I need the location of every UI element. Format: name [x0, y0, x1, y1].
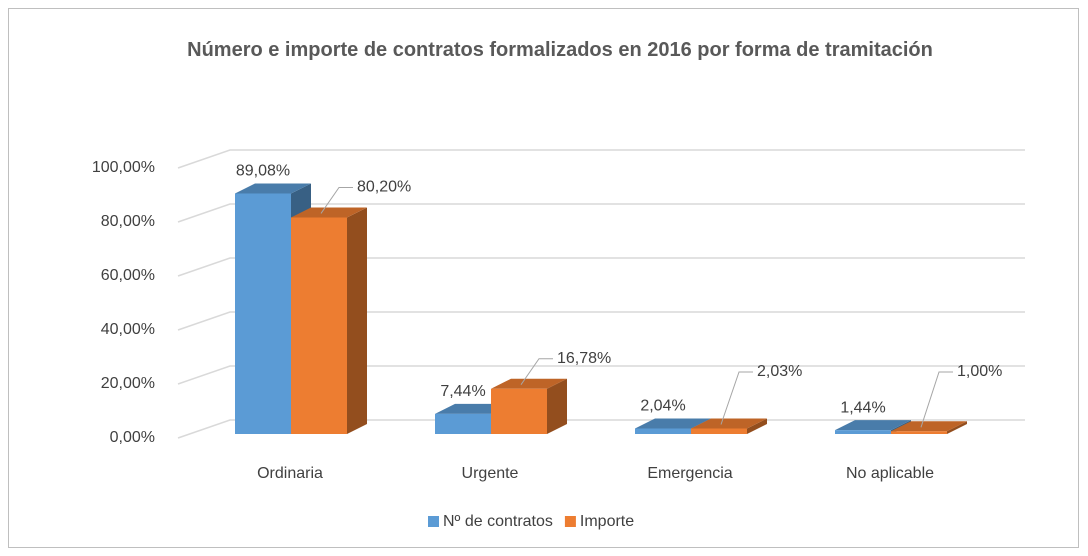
x-tick-label: No aplicable	[846, 465, 934, 482]
y-tick-label: 0,00%	[110, 429, 155, 446]
bar-top	[235, 183, 311, 194]
bar-side	[947, 421, 967, 434]
grid-line	[177, 203, 1025, 223]
bar-top	[635, 418, 711, 429]
bar-top	[691, 418, 767, 429]
bar	[891, 421, 967, 434]
bar-side	[547, 378, 567, 434]
data-label: 80,20%	[357, 179, 411, 196]
bar-top	[891, 421, 967, 432]
grid-line	[177, 311, 1025, 331]
y-tick-label: 100,00%	[92, 159, 155, 176]
y-tick-label: 60,00%	[101, 267, 155, 284]
y-tick-label: 80,00%	[101, 213, 155, 230]
legend-label: Nº de contratos	[443, 513, 553, 530]
bar	[691, 418, 767, 434]
legend-label: Importe	[580, 513, 634, 530]
x-tick-label: Ordinaria	[257, 465, 323, 482]
bar-top	[835, 420, 911, 431]
grid-line	[177, 257, 1025, 277]
bar-front	[491, 388, 547, 434]
bar-front	[635, 428, 691, 434]
legend-swatch	[564, 516, 576, 527]
chart-title: Número e importe de contratos formalizad…	[187, 39, 933, 61]
bar-side	[347, 207, 367, 434]
chart-border	[8, 8, 1079, 548]
leader-line	[320, 186, 353, 214]
bar-front	[691, 428, 747, 434]
y-tick-label: 40,00%	[101, 321, 155, 338]
leader-line	[720, 371, 753, 425]
data-label: 7,44%	[440, 383, 485, 400]
bar-front	[235, 193, 291, 434]
data-label: 89,08%	[236, 163, 290, 180]
y-tick-label: 20,00%	[101, 375, 155, 392]
legend-swatch	[428, 516, 439, 527]
bar	[491, 378, 567, 434]
data-label: 1,44%	[840, 399, 885, 416]
bar-front	[435, 413, 491, 434]
leader-line	[520, 358, 553, 385]
bar-front	[835, 430, 891, 434]
bar-top	[491, 378, 567, 389]
leader-line	[920, 371, 953, 428]
x-tick-label: Urgente	[462, 465, 519, 482]
data-label: 16,78%	[557, 350, 611, 367]
grid-line	[177, 365, 1025, 385]
bar-front	[291, 217, 347, 434]
bar	[291, 207, 367, 434]
data-label: 1,00%	[957, 363, 1002, 380]
data-label: 2,03%	[757, 363, 802, 380]
bar-top	[291, 207, 367, 218]
data-label: 2,04%	[640, 398, 685, 415]
x-tick-label: Emergencia	[647, 465, 732, 482]
bar-side	[747, 418, 767, 434]
bar-front	[891, 431, 947, 434]
grid-line	[177, 149, 1025, 169]
